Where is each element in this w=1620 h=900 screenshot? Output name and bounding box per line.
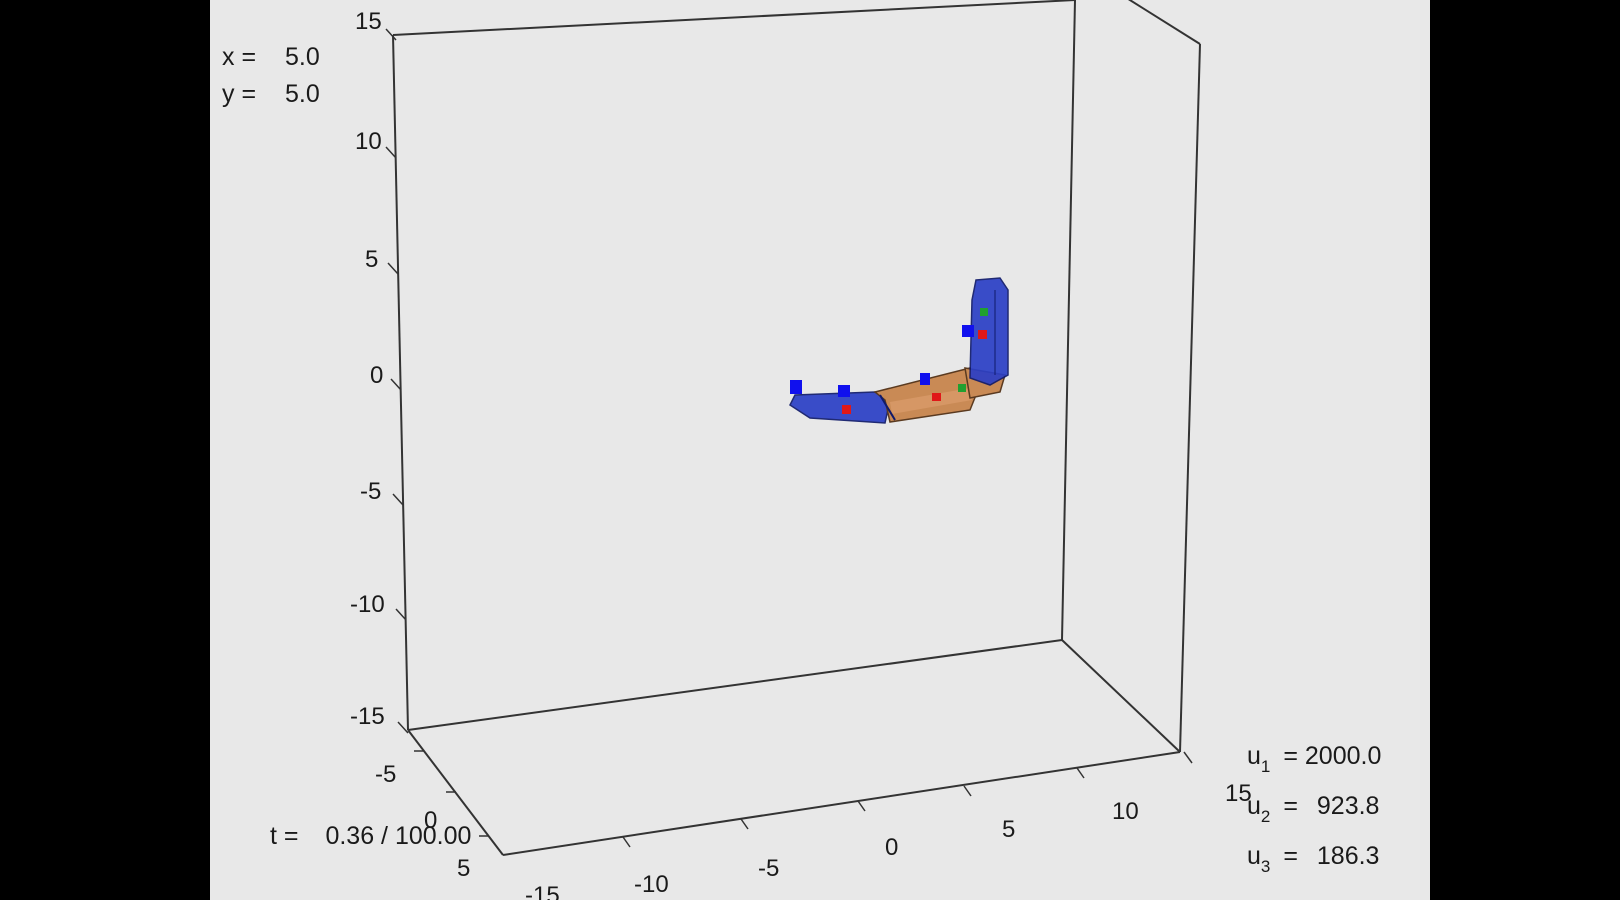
z-tick-label: -15 bbox=[350, 703, 385, 730]
back-bottom-edge bbox=[407, 639, 1063, 731]
z-tick-label: -5 bbox=[360, 478, 382, 505]
plot-figure: x = 5.0 y = 5.0 t = 0.36 / 100.00 15 10 … bbox=[210, 0, 1430, 900]
y-readout-value: 5.0 bbox=[285, 80, 320, 108]
marker-green bbox=[980, 308, 988, 316]
y-tick-label: 0 bbox=[424, 807, 438, 834]
marker-green bbox=[958, 384, 966, 392]
input-equals: = bbox=[1283, 792, 1298, 820]
time-readout-value: 0.36 / 100.00 bbox=[325, 822, 472, 850]
x-tick-marks bbox=[622, 751, 1193, 848]
marker-blue bbox=[920, 373, 930, 385]
y-tick-label: 5 bbox=[457, 855, 471, 882]
x-tick-label: 0 bbox=[885, 834, 899, 861]
input-u3-readout: u3 = 186.3 bbox=[1247, 842, 1380, 876]
z-tick-label: 5 bbox=[365, 246, 379, 273]
z-tick-label: 0 bbox=[370, 362, 384, 389]
x-tick-label: 10 bbox=[1112, 798, 1139, 825]
floor-right-edge bbox=[1061, 639, 1181, 753]
marker-blue bbox=[790, 380, 802, 394]
input-symbol: u bbox=[1247, 792, 1261, 820]
input-value: 186.3 bbox=[1316, 842, 1380, 870]
marker-red bbox=[842, 405, 851, 414]
y-tick-label: -5 bbox=[375, 761, 397, 788]
back-vertical-edge bbox=[1061, 0, 1076, 641]
axes-3d bbox=[385, 0, 1201, 856]
input-equals: = bbox=[1283, 742, 1298, 770]
segment-mid-shade bbox=[890, 388, 972, 414]
x-readout-value: 5.0 bbox=[285, 43, 320, 71]
x-tick-label: 5 bbox=[1002, 816, 1016, 843]
marker-red bbox=[978, 330, 987, 339]
x-tick-label: -10 bbox=[634, 871, 669, 898]
time-readout: t = 0.36 / 100.00 bbox=[270, 822, 471, 851]
time-readout-label: t = bbox=[270, 822, 299, 850]
input-subscript: 2 bbox=[1260, 807, 1271, 826]
input-subscript: 1 bbox=[1260, 757, 1271, 776]
z-tick-label: 15 bbox=[355, 8, 382, 35]
marker-blue bbox=[838, 385, 850, 397]
y-tick-label: -15 bbox=[525, 882, 560, 900]
marker-red bbox=[932, 393, 941, 401]
input-equals: = bbox=[1283, 842, 1298, 870]
back-top-edge bbox=[392, 0, 1076, 36]
x-tick-label: 15 bbox=[1225, 780, 1252, 807]
z-axis-line bbox=[392, 34, 409, 731]
input-subscript: 3 bbox=[1260, 857, 1271, 876]
input-value: 923.8 bbox=[1316, 792, 1380, 820]
input-u1-readout: u1 = 2000.0 bbox=[1247, 742, 1382, 776]
front-right-edge bbox=[1179, 43, 1201, 753]
y-readout: y = 5.0 bbox=[222, 80, 320, 109]
top-right-edge bbox=[1127, 0, 1201, 45]
y-readout-label: y = bbox=[222, 80, 257, 108]
z-tick-marks bbox=[385, 28, 409, 734]
input-symbol: u bbox=[1247, 742, 1261, 770]
input-symbol: u bbox=[1247, 842, 1261, 870]
x-readout: x = 5.0 bbox=[222, 43, 320, 72]
joint-line bbox=[879, 394, 896, 421]
input-value: 2000.0 bbox=[1304, 742, 1382, 770]
marker-blue bbox=[962, 325, 974, 337]
x-readout-label: x = bbox=[222, 43, 257, 71]
robot-body bbox=[789, 277, 1009, 424]
y-tick-marks bbox=[414, 750, 489, 837]
axes-box bbox=[392, 0, 1201, 856]
z-tick-label: 10 bbox=[355, 128, 382, 155]
x-tick-label: -5 bbox=[758, 855, 780, 882]
segment-vertical bbox=[969, 277, 1009, 386]
x-axis-line bbox=[502, 751, 1181, 856]
input-u2-readout: u2 = 923.8 bbox=[1247, 792, 1380, 826]
z-tick-label: -10 bbox=[350, 591, 385, 618]
